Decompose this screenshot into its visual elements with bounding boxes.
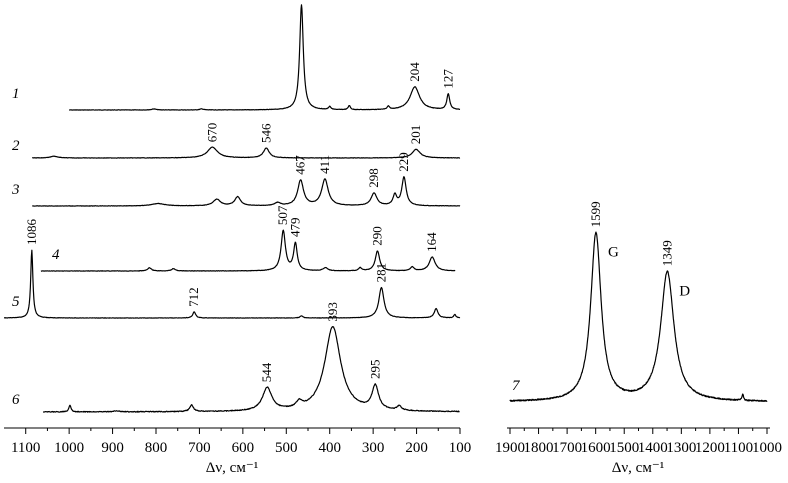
peak-label-467: 467 [293,155,308,175]
right-series-labels: 7 [512,378,521,394]
peak-label-201: 201 [408,125,423,145]
peak-label-164: 164 [424,232,439,252]
series-label-2: 2 [12,138,20,154]
spectrum-trace-7 [509,231,768,402]
peak-label-290: 290 [370,226,385,246]
x-tick-label: 700 [188,440,211,456]
series-label-6: 6 [12,392,20,408]
x-tick-label: 1800 [524,440,554,456]
left-traces [3,4,461,413]
x-tick-label: 1500 [609,440,639,456]
x-tick-label: 400 [318,440,341,456]
series-label-3: 3 [11,182,20,198]
x-tick-label: 100 [449,440,472,456]
peak-label-1349: 1349 [659,240,674,266]
peak-label-546: 546 [258,123,273,143]
peak-label-670: 670 [205,123,220,143]
series-label-4: 4 [52,247,60,263]
x-tick-label: 800 [145,440,168,456]
left-x-ticks: 1100 1000 900 800 700 600 500 400 300 200 100 [11,428,471,456]
x-tick-label: 200 [405,440,428,456]
peak-label-712: 712 [186,287,201,307]
peak-label-411: 411 [317,155,332,174]
peak-label-281: 281 [373,263,388,283]
peak-label-204: 204 [407,62,422,82]
x-tick-label: 1700 [552,440,582,456]
peak-label-295: 295 [367,360,382,380]
left-x-axis-title: Δν, см⁻¹ [206,460,259,476]
x-tick-label: 1000 [54,440,84,456]
spectrum-trace-5 [3,249,461,319]
x-tick-label: 300 [362,440,385,456]
peak-label-298: 298 [366,168,381,188]
spectrum-trace-4 [40,229,456,272]
peak-label-507: 507 [275,205,290,225]
x-tick-label: 600 [232,440,255,456]
x-tick-label: 1100 [11,440,40,456]
peak-label-127: 127 [440,69,455,89]
x-tick-label: 1300 [666,440,696,456]
x-tick-label: 1100 [724,440,753,456]
peak-label-1086: 1086 [24,219,39,246]
spectrum-trace-1 [68,4,461,111]
x-tick-label: 1200 [695,440,725,456]
peak-label-393: 393 [325,302,340,322]
band-label-G: G [608,244,619,260]
peak-label-1599: 1599 [588,201,603,227]
left-spectra-plot: 1100 1000 900 800 700 600 500 400 300 200 100 204 1… [3,4,471,476]
peak-label-479: 479 [287,218,302,238]
band-label-D: D [679,283,690,299]
x-tick-label: 1400 [638,440,668,456]
x-tick-label: 1000 [752,440,782,456]
left-series-labels: 1 2 3 4 5 6 [11,86,60,408]
peak-label-229: 229 [396,152,411,172]
right-peak-labels: 1599 1349 G D [588,201,690,299]
right-x-axis-title: Δν, см⁻¹ [612,460,665,476]
right-traces [509,231,768,402]
series-label-1: 1 [12,86,20,102]
spectrum-trace-2 [31,146,461,159]
right-spectra-plot: 1900180017001600150014001300120011001000… [495,201,782,476]
x-tick-label: 500 [275,440,298,456]
x-tick-label: 900 [101,440,124,456]
x-tick-label: 1600 [581,440,611,456]
peak-label-544: 544 [259,362,274,382]
series-label-7: 7 [512,378,521,394]
x-tick-label: 1900 [495,440,525,456]
series-label-5: 5 [12,294,20,310]
spectrum-trace-6 [42,325,460,413]
spectrum-trace-3 [32,176,461,207]
